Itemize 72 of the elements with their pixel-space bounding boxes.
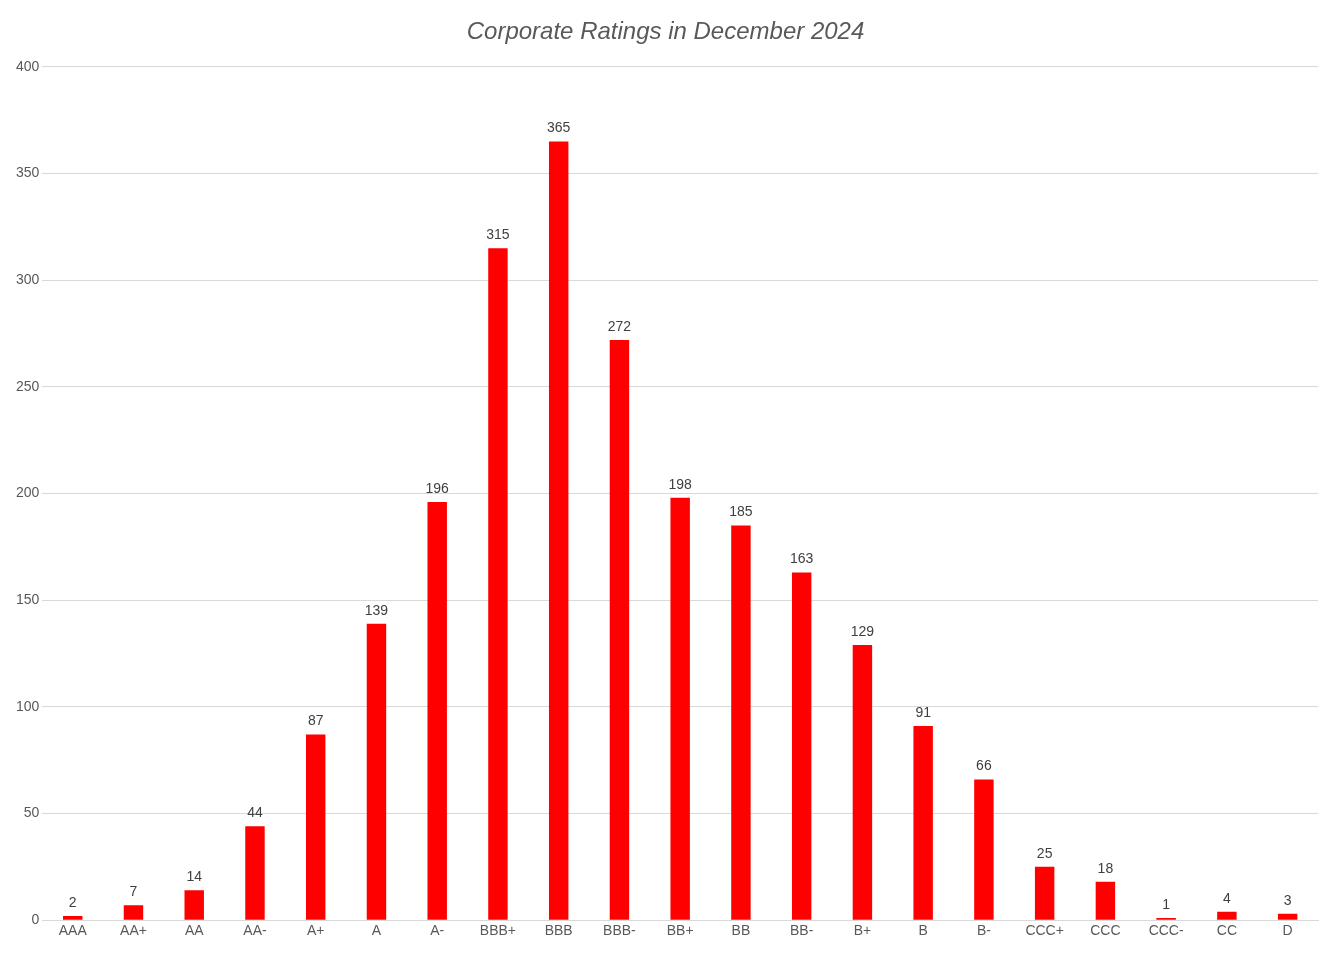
y-tick-label: 200 bbox=[16, 484, 40, 501]
x-tick-label: B- bbox=[976, 922, 992, 939]
bar bbox=[488, 248, 508, 920]
data-label: 315 bbox=[486, 226, 510, 243]
data-label: 272 bbox=[607, 317, 632, 334]
x-tick-label: BBB+ bbox=[479, 922, 517, 939]
data-label: 1 bbox=[1162, 895, 1171, 912]
data-label: 44 bbox=[247, 804, 263, 821]
x-tick-label: A bbox=[371, 922, 382, 939]
data-label: 185 bbox=[729, 503, 753, 520]
bar bbox=[670, 497, 690, 920]
bar bbox=[1277, 913, 1298, 920]
x-tick-label: BB bbox=[731, 922, 751, 939]
data-label: 196 bbox=[425, 479, 450, 496]
data-label: 91 bbox=[915, 703, 932, 720]
bar bbox=[63, 915, 83, 920]
data-label: 25 bbox=[1036, 844, 1053, 861]
x-tick-label: BB- bbox=[790, 922, 814, 939]
data-label: 365 bbox=[547, 119, 571, 136]
data-label: 139 bbox=[364, 601, 389, 618]
data-label: 198 bbox=[668, 475, 693, 492]
y-tick-label: 400 bbox=[16, 57, 40, 74]
y-tick-label: 0 bbox=[31, 911, 40, 928]
x-tick-label: CCC+ bbox=[1025, 922, 1064, 939]
chart-title: Corporate Ratings in December 2024 bbox=[466, 17, 865, 45]
x-tick-label: B+ bbox=[853, 922, 872, 939]
x-tick-label: AA- bbox=[243, 922, 267, 939]
data-label: 87 bbox=[307, 712, 324, 729]
x-tick-label: AA bbox=[184, 922, 205, 939]
y-tick-label: 150 bbox=[16, 591, 40, 608]
bar bbox=[548, 141, 569, 920]
data-label: 18 bbox=[1097, 859, 1114, 876]
x-tick-label: BB+ bbox=[666, 922, 694, 939]
data-label: 4 bbox=[1222, 889, 1231, 906]
x-tick-label: AAA bbox=[58, 922, 88, 939]
bar bbox=[184, 890, 204, 920]
bar bbox=[305, 734, 326, 920]
bar bbox=[1095, 881, 1116, 920]
bar bbox=[609, 339, 630, 920]
data-label: 3 bbox=[1283, 891, 1292, 908]
x-tick-label: CCC bbox=[1090, 922, 1121, 939]
data-label: 2 bbox=[68, 893, 77, 910]
data-label: 66 bbox=[976, 757, 992, 774]
data-label: 129 bbox=[850, 622, 875, 639]
y-tick-label: 100 bbox=[16, 697, 40, 714]
x-tick-label: AA+ bbox=[120, 922, 147, 939]
data-label: 14 bbox=[186, 868, 203, 885]
data-label: 7 bbox=[129, 883, 138, 900]
y-tick-label: 300 bbox=[16, 271, 40, 288]
y-tick-label: 250 bbox=[16, 377, 40, 394]
bar bbox=[852, 644, 873, 920]
bar bbox=[1217, 911, 1237, 920]
bar bbox=[913, 726, 933, 920]
bar bbox=[1034, 866, 1055, 920]
data-label: 163 bbox=[789, 550, 814, 567]
bar bbox=[123, 905, 144, 920]
x-tick-label: D bbox=[1282, 922, 1293, 939]
y-tick-label: 50 bbox=[23, 804, 40, 821]
x-tick-label: B bbox=[918, 922, 928, 939]
x-tick-label: CC bbox=[1216, 922, 1237, 939]
x-tick-label: A- bbox=[430, 922, 445, 939]
bar bbox=[427, 502, 447, 920]
bar bbox=[366, 623, 387, 920]
bar bbox=[974, 779, 994, 920]
bar bbox=[791, 572, 812, 920]
bar bbox=[245, 826, 265, 920]
x-tick-label: CCC- bbox=[1148, 922, 1184, 939]
x-tick-label: BBB- bbox=[603, 922, 637, 939]
bar bbox=[731, 525, 751, 920]
y-tick-label: 350 bbox=[16, 164, 40, 181]
x-tick-label: BBB bbox=[544, 922, 573, 939]
x-tick-label: A+ bbox=[306, 922, 325, 939]
